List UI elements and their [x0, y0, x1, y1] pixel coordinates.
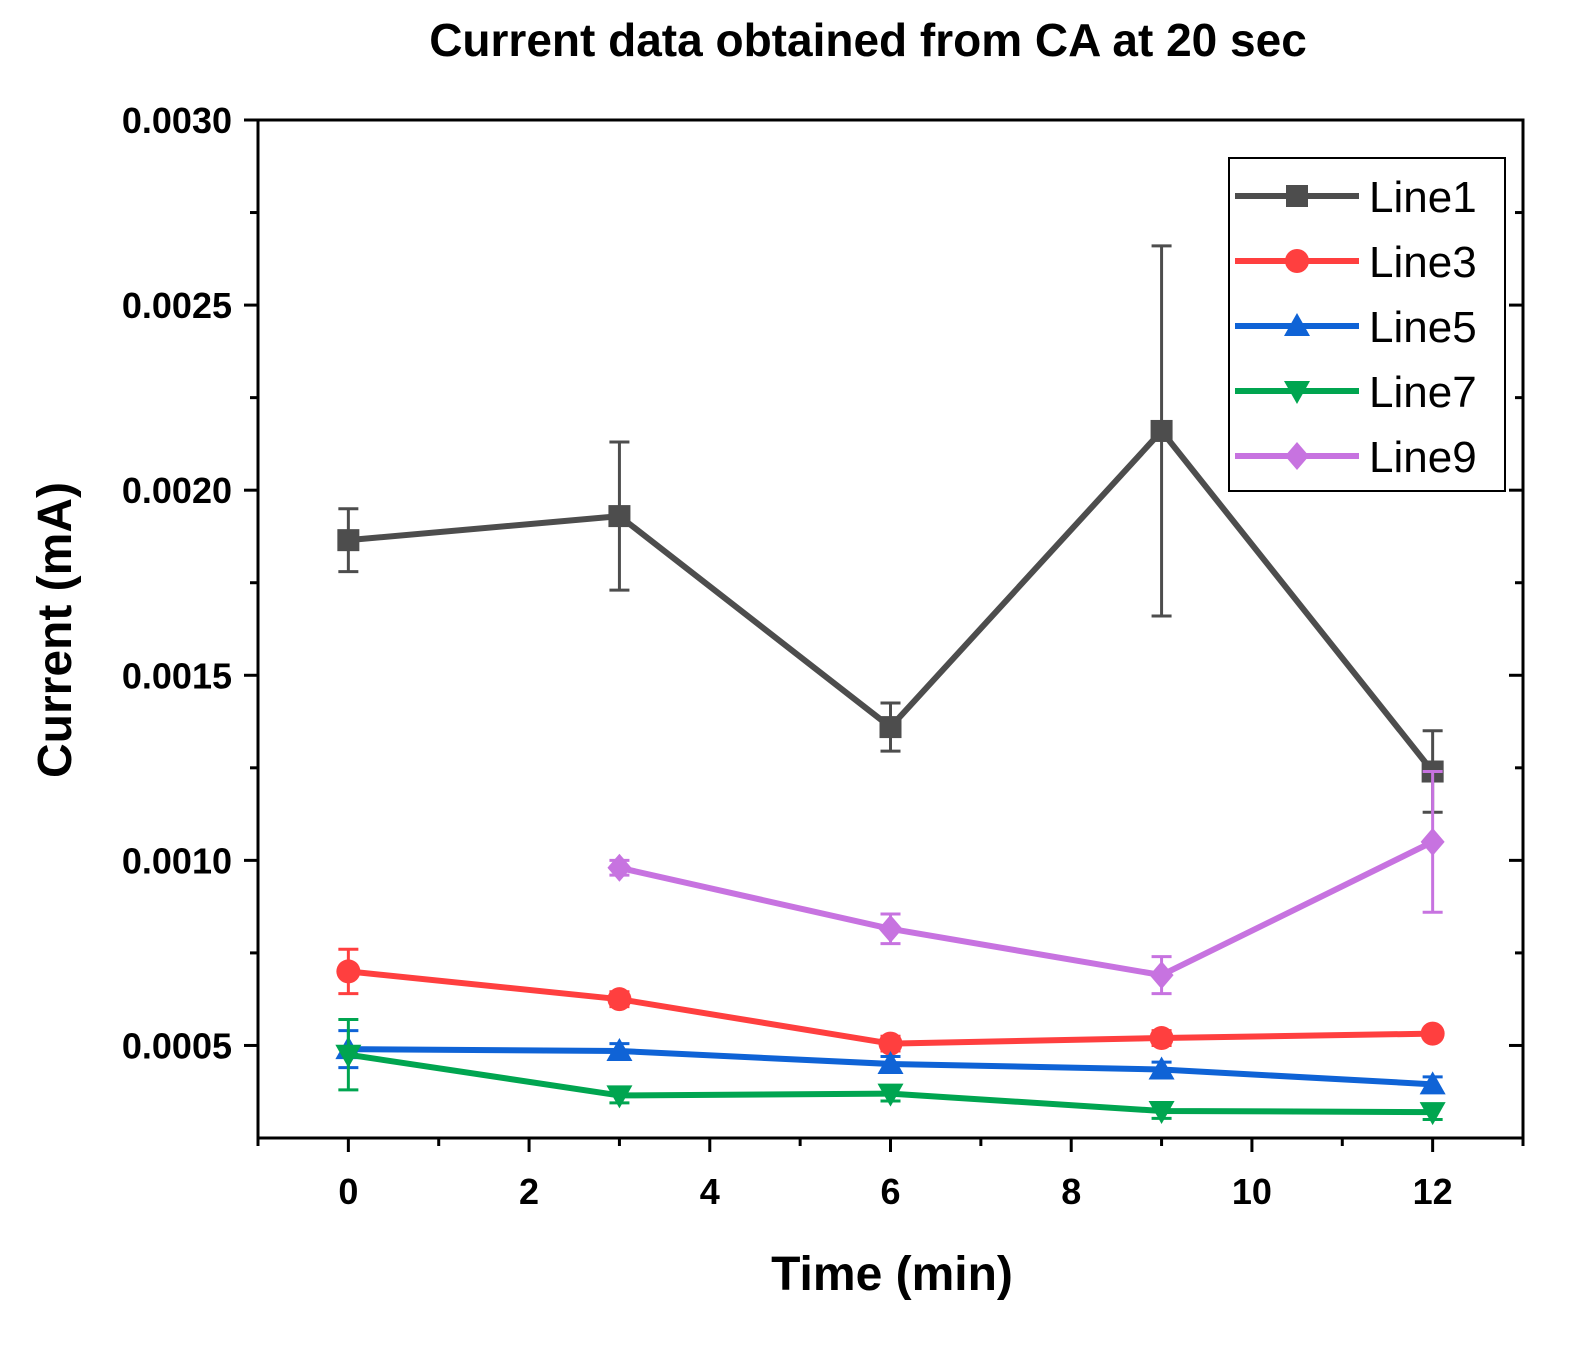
x-tick-label: 10	[1232, 1171, 1272, 1212]
data-point	[608, 505, 631, 528]
data-point	[1148, 1100, 1175, 1124]
data-point	[1149, 1026, 1174, 1051]
x-tick-label: 0	[338, 1171, 358, 1212]
x-tick-label: 6	[880, 1171, 900, 1212]
data-point	[878, 914, 903, 943]
legend-item: Line5	[1235, 303, 1477, 352]
data-point	[1148, 1056, 1175, 1080]
y-tick-label: 0.0010	[122, 840, 232, 881]
legend-label: Line7	[1369, 368, 1477, 417]
series-layer	[335, 244, 1446, 1126]
data-point	[878, 1031, 903, 1056]
x-tick-label: 12	[1413, 1171, 1453, 1212]
data-point	[337, 529, 360, 552]
legend-item: Line9	[1235, 433, 1477, 482]
series-line	[618, 839, 1434, 979]
series-line9	[607, 770, 1445, 996]
x-tick-label: 4	[700, 1171, 720, 1212]
chart-title: Current data obtained from CA at 20 sec	[429, 14, 1307, 66]
data-point	[606, 1085, 633, 1109]
x-axis-label: Time (min)	[771, 1248, 1013, 1301]
data-point	[877, 1050, 904, 1074]
data-point	[1150, 419, 1173, 442]
data-point	[607, 853, 632, 882]
data-point	[335, 1044, 362, 1068]
data-point	[1419, 1071, 1446, 1095]
legend-item: Line3	[1235, 238, 1477, 287]
legend-label: Line1	[1369, 173, 1477, 222]
legend-marker	[1286, 185, 1308, 207]
data-point	[607, 987, 632, 1012]
legend-label: Line9	[1369, 433, 1477, 482]
x-tick-label: 8	[1061, 1171, 1081, 1212]
legend: Line1 Line3 Line5 Line7 Line9	[1228, 157, 1506, 492]
data-point	[606, 1038, 633, 1062]
legend-marker	[1284, 381, 1310, 404]
legend-marker	[1284, 313, 1310, 336]
legend-marker	[1285, 442, 1309, 470]
data-point	[1420, 1021, 1445, 1046]
y-tick-label: 0.0005	[122, 1025, 232, 1066]
y-tick-label: 0.0015	[122, 655, 232, 696]
y-tick-label: 0.0020	[122, 470, 232, 511]
legend-label: Line3	[1369, 238, 1477, 287]
y-tick-label: 0.0030	[122, 100, 232, 141]
data-point	[1419, 1102, 1446, 1126]
axis-ticks: 0 2 4 6 8 10 12 0.0005 0.0010 0.0015 0.0020 0.0025 0…	[122, 100, 1525, 1212]
data-point	[1149, 961, 1174, 990]
x-tick-label: 2	[519, 1171, 539, 1212]
legend-marker	[1285, 249, 1309, 273]
y-tick-label: 0.0025	[122, 285, 232, 326]
data-point	[877, 1083, 904, 1107]
data-point	[1420, 827, 1445, 856]
legend-item: Line7	[1235, 368, 1477, 417]
legend-label: Line5	[1369, 303, 1477, 352]
data-point	[879, 716, 902, 739]
series-line1	[337, 244, 1444, 814]
series-line3	[336, 947, 1445, 1056]
y-axis-label: Current (mA)	[29, 482, 82, 778]
series-line7	[335, 1018, 1446, 1126]
data-point	[336, 959, 361, 984]
legend-item: Line1	[1235, 173, 1477, 222]
